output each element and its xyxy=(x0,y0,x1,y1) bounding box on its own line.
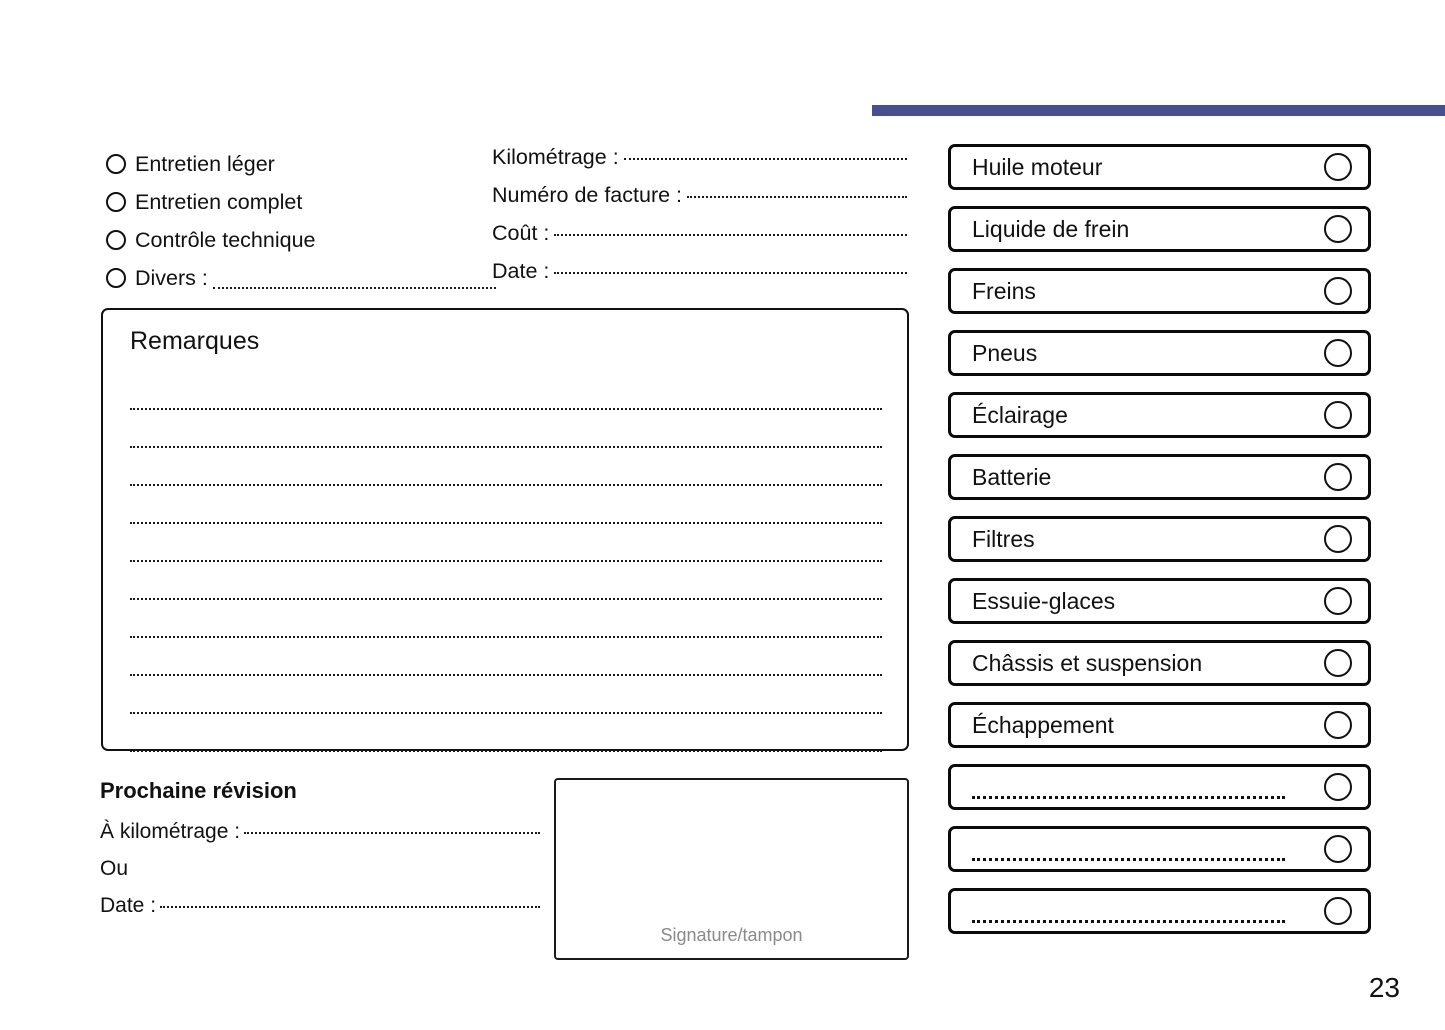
invoice-field-label: Coût : xyxy=(492,221,550,245)
remarks-lines xyxy=(130,372,882,752)
checklist-item-label: Filtres xyxy=(972,525,1035,552)
invoice-field-label: Date : xyxy=(492,259,550,283)
checklist-item-label: Essuie-glaces xyxy=(972,587,1116,614)
remarks-line[interactable] xyxy=(130,638,882,676)
checkbox-circle-icon[interactable] xyxy=(1324,339,1352,367)
next-service-title: Prochaine révision xyxy=(100,778,297,803)
invoice-field-label: Kilométrage : xyxy=(492,145,619,169)
radio-circle-icon[interactable] xyxy=(106,154,126,174)
remarks-line[interactable] xyxy=(130,714,882,752)
checkbox-circle-icon[interactable] xyxy=(1324,835,1352,863)
checklist-item-fill-line[interactable] xyxy=(972,848,1285,861)
invoice-field-fill-line[interactable] xyxy=(623,148,907,160)
checkbox-circle-icon[interactable] xyxy=(1324,277,1352,305)
service-type-option-row[interactable]: Entretien léger xyxy=(106,145,496,183)
page-number: 23 xyxy=(1368,972,1400,1003)
checkbox-circle-icon[interactable] xyxy=(1324,525,1352,553)
checkbox-circle-icon[interactable] xyxy=(1324,649,1352,677)
remarks-line[interactable] xyxy=(130,448,882,486)
checklist-item-label: Freins xyxy=(972,277,1036,304)
next-service-label: Date : xyxy=(100,894,157,917)
checklist-item-fill-line[interactable] xyxy=(972,910,1285,923)
radio-circle-icon[interactable] xyxy=(106,230,126,250)
remarks-title: Remarques xyxy=(130,327,260,355)
checklist-item[interactable]: Échappement xyxy=(948,702,1371,748)
signature-box[interactable]: Signature/tampon xyxy=(554,778,909,960)
service-type-option-label: Entretien léger xyxy=(135,151,275,176)
checklist-item[interactable]: Freins xyxy=(948,268,1371,314)
checklist-item[interactable]: Batterie xyxy=(948,454,1371,500)
next-service-label: À kilométrage : xyxy=(100,820,241,843)
checkbox-circle-icon[interactable] xyxy=(1324,897,1352,925)
next-service-label: Ou xyxy=(100,857,129,880)
checklist-item-blank[interactable] xyxy=(948,764,1371,810)
checkbox-circle-icon[interactable] xyxy=(1324,711,1352,739)
checklist-item[interactable]: Huile moteur xyxy=(948,144,1371,190)
invoice-field-fill-line[interactable] xyxy=(687,186,907,198)
checkbox-circle-icon[interactable] xyxy=(1324,153,1352,181)
remarks-line[interactable] xyxy=(130,524,882,562)
next-service-block: Prochaine révision À kilométrage : Ou Da… xyxy=(100,778,540,931)
invoice-field-fill-line[interactable] xyxy=(554,262,907,274)
next-service-row[interactable]: À kilométrage : xyxy=(100,820,540,857)
signature-caption: Signature/tampon xyxy=(660,925,803,945)
service-type-options: Entretien léger Entretien complet Contrô… xyxy=(106,145,496,297)
remarks-line[interactable] xyxy=(130,600,882,638)
invoice-field-row[interactable]: Kilométrage : xyxy=(492,145,907,183)
checklist-item[interactable]: Liquide de frein xyxy=(948,206,1371,252)
next-service-fill-line[interactable] xyxy=(244,822,540,834)
invoice-field-row[interactable]: Coût : xyxy=(492,221,907,259)
checklist-item-label: Pneus xyxy=(972,339,1038,366)
checkbox-circle-icon[interactable] xyxy=(1324,463,1352,491)
invoice-field-fill-line[interactable] xyxy=(554,224,907,236)
checklist-item[interactable]: Essuie-glaces xyxy=(948,578,1371,624)
next-service-row: Ou xyxy=(100,857,540,894)
next-service-fill-line[interactable] xyxy=(160,896,540,908)
service-type-option-row[interactable]: Contrôle technique xyxy=(106,221,496,259)
checklist-item-label: Liquide de frein xyxy=(972,215,1130,242)
checkbox-circle-icon[interactable] xyxy=(1324,773,1352,801)
checklist-item[interactable]: Éclairage xyxy=(948,392,1371,438)
checklist-item-fill-line[interactable] xyxy=(972,786,1285,799)
remarks-line[interactable] xyxy=(130,372,882,410)
checklist-item-label: Châssis et suspension xyxy=(972,649,1203,676)
divers-fill-line[interactable] xyxy=(212,277,496,289)
checkbox-circle-icon[interactable] xyxy=(1324,401,1352,429)
remarks-line[interactable] xyxy=(130,562,882,600)
checklist-item-label: Éclairage xyxy=(972,401,1068,428)
invoice-field-row[interactable]: Date : xyxy=(492,259,907,297)
radio-circle-icon[interactable] xyxy=(106,192,126,212)
service-type-option-label: Divers : xyxy=(135,265,208,290)
accent-bar xyxy=(872,105,1445,116)
remarks-line[interactable] xyxy=(130,410,882,448)
remarks-box[interactable]: Remarques xyxy=(101,308,909,752)
service-type-option-row[interactable]: Divers : xyxy=(106,259,496,297)
service-type-option-label: Entretien complet xyxy=(135,189,303,214)
inspection-checklist: Huile moteur Liquide de frein Freins Pne… xyxy=(948,144,1371,950)
service-type-option-row[interactable]: Entretien complet xyxy=(106,183,496,221)
service-type-option-label: Contrôle technique xyxy=(135,227,316,252)
checklist-item[interactable]: Pneus xyxy=(948,330,1371,376)
remarks-line[interactable] xyxy=(130,676,882,714)
checklist-item[interactable]: Châssis et suspension xyxy=(948,640,1371,686)
checklist-item-blank[interactable] xyxy=(948,888,1371,934)
checkbox-circle-icon[interactable] xyxy=(1324,215,1352,243)
checklist-item-label: Huile moteur xyxy=(972,153,1103,180)
checklist-item-blank[interactable] xyxy=(948,826,1371,872)
remarks-line[interactable] xyxy=(130,486,882,524)
radio-circle-icon[interactable] xyxy=(106,268,126,288)
invoice-fields: Kilométrage : Numéro de facture : Coût :… xyxy=(492,145,907,297)
invoice-field-label: Numéro de facture : xyxy=(492,183,683,207)
checklist-item-label: Échappement xyxy=(972,711,1114,738)
checkbox-circle-icon[interactable] xyxy=(1324,587,1352,615)
checklist-item-label: Batterie xyxy=(972,463,1052,490)
next-service-row[interactable]: Date : xyxy=(100,894,540,931)
invoice-field-row[interactable]: Numéro de facture : xyxy=(492,183,907,221)
checklist-item[interactable]: Filtres xyxy=(948,516,1371,562)
